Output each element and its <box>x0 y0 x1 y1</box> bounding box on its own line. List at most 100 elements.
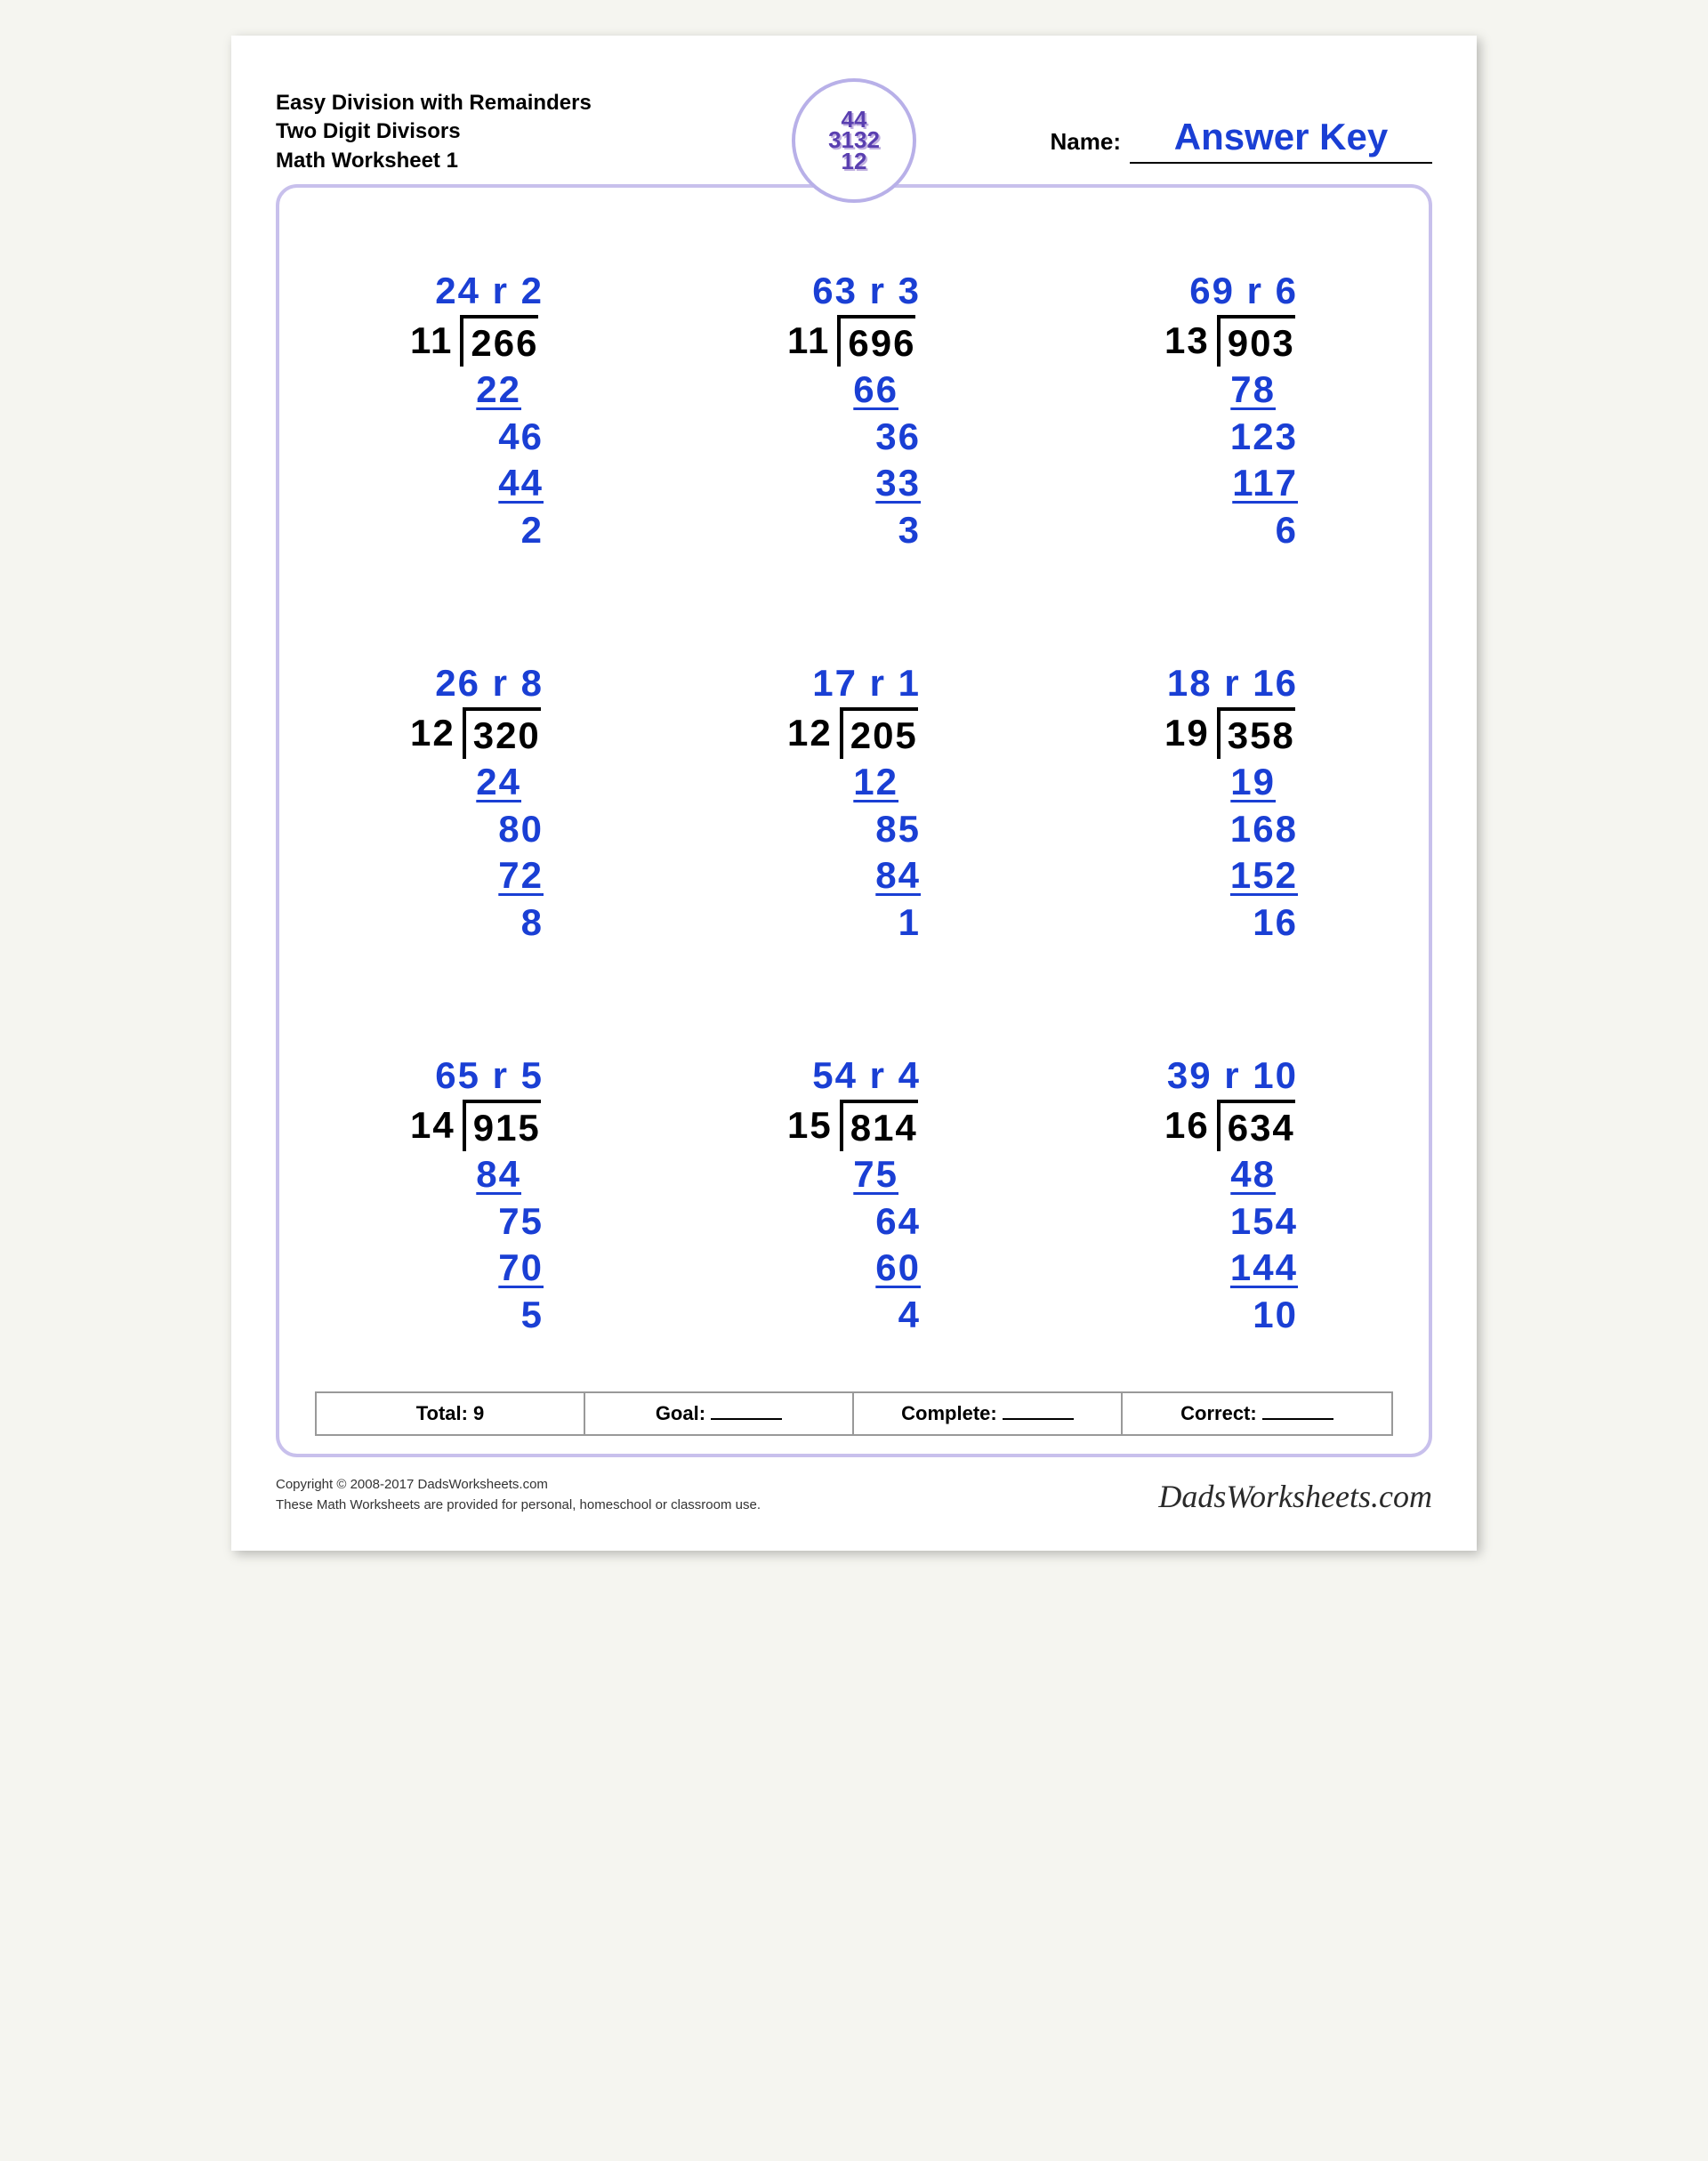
work-row: 8 <box>410 899 544 947</box>
work-row: 78 <box>1164 367 1298 414</box>
division-problem: 24 r 2112662246442 <box>410 268 544 553</box>
work-row: 2 <box>410 507 544 554</box>
footer: Copyright © 2008-2017 DadsWorksheets.com… <box>276 1475 1432 1515</box>
dividend-row: 12320 <box>410 707 544 760</box>
division-problem: 39 r 10166344815414410 <box>1164 1052 1298 1338</box>
dividend-row: 16634 <box>1164 1100 1298 1152</box>
quotient-row: 65 r 5 <box>410 1052 544 1100</box>
work-row: 84 <box>787 852 921 899</box>
header-title-block: Easy Division with Remainders Two Digit … <box>276 89 592 175</box>
dividend: 266 <box>460 315 538 367</box>
work-row: 48 <box>1164 1151 1298 1198</box>
divisor: 12 <box>410 710 463 757</box>
work-row: 154 <box>1164 1198 1298 1246</box>
work-row: 144 <box>1164 1245 1298 1292</box>
division-problem: 65 r 5149158475705 <box>410 1052 544 1338</box>
divisor: 14 <box>410 1102 463 1149</box>
work-row: 75 <box>787 1151 921 1198</box>
quotient-row: 26 r 8 <box>410 660 544 707</box>
dividend-row: 14915 <box>410 1100 544 1152</box>
divisor: 11 <box>787 318 837 365</box>
work-row: 64 <box>787 1198 921 1246</box>
work-row: 152 <box>1164 852 1298 899</box>
dividend: 696 <box>837 315 915 367</box>
goal-blank <box>711 1418 782 1420</box>
divisor: 15 <box>787 1102 840 1149</box>
footer-left: Copyright © 2008-2017 DadsWorksheets.com… <box>276 1475 761 1515</box>
work-row: 46 <box>410 414 544 461</box>
divisor: 16 <box>1164 1102 1217 1149</box>
title-line-2: Two Digit Divisors <box>276 117 592 146</box>
divisor: 13 <box>1164 318 1217 365</box>
dividend: 903 <box>1217 315 1295 367</box>
divisor: 12 <box>787 710 840 757</box>
work-row: 75 <box>410 1198 544 1246</box>
quotient-row: 39 r 10 <box>1164 1052 1298 1100</box>
work-row: 70 <box>410 1245 544 1292</box>
work-row: 66 <box>787 367 921 414</box>
work-row: 4 <box>787 1292 921 1339</box>
summary-correct: Correct: <box>1123 1393 1391 1434</box>
dividend: 205 <box>840 707 918 760</box>
footer-note: These Math Worksheets are provided for p… <box>276 1496 761 1516</box>
work-row: 16 <box>1164 899 1298 947</box>
work-row: 24 <box>410 759 544 806</box>
title-line-1: Easy Division with Remainders <box>276 89 592 117</box>
quotient-row: 18 r 16 <box>1164 660 1298 707</box>
quotient-row: 24 r 2 <box>410 268 544 315</box>
division-problem: 54 r 4158147564604 <box>787 1052 921 1338</box>
complete-blank <box>1003 1418 1074 1420</box>
work-row: 80 <box>410 806 544 853</box>
division-problem: 69 r 613903781231176 <box>1164 268 1298 553</box>
summary-row: Total: 9 Goal: Complete: Correct: <box>315 1391 1393 1436</box>
quotient-row: 17 r 1 <box>787 660 921 707</box>
name-line: Answer Key <box>1130 116 1432 164</box>
division-problem: 18 r 16193581916815216 <box>1164 660 1298 946</box>
summary-total: Total: 9 <box>317 1393 585 1434</box>
work-row: 1 <box>787 899 921 947</box>
work-row: 72 <box>410 852 544 899</box>
dividend: 634 <box>1217 1100 1295 1152</box>
logo-container: 44313212 <box>792 78 916 203</box>
work-row: 85 <box>787 806 921 853</box>
work-row: 117 <box>1164 460 1298 507</box>
summary-complete: Complete: <box>854 1393 1123 1434</box>
work-row: 36 <box>787 414 921 461</box>
work-row: 22 <box>410 367 544 414</box>
dividend: 358 <box>1217 707 1295 760</box>
dividend-row: 11696 <box>787 315 921 367</box>
logo-icon: 44313212 <box>792 78 916 203</box>
division-problem: 63 r 3116966636333 <box>787 268 921 553</box>
work-row: 5 <box>410 1292 544 1339</box>
work-row: 12 <box>787 759 921 806</box>
dividend-row: 15814 <box>787 1100 921 1152</box>
work-row: 123 <box>1164 414 1298 461</box>
work-row: 19 <box>1164 759 1298 806</box>
work-row: 3 <box>787 507 921 554</box>
brand-text: DadsWorksheets.com <box>1158 1478 1432 1515</box>
work-row: 44 <box>410 460 544 507</box>
summary-goal: Goal: <box>585 1393 854 1434</box>
dividend: 320 <box>463 707 541 760</box>
quotient-row: 54 r 4 <box>787 1052 921 1100</box>
work-row: 33 <box>787 460 921 507</box>
dividend-row: 12205 <box>787 707 921 760</box>
work-row: 60 <box>787 1245 921 1292</box>
worksheet-page: 44313212 Easy Division with Remainders T… <box>231 36 1477 1551</box>
divisor: 11 <box>410 318 460 365</box>
title-line-3: Math Worksheet 1 <box>276 147 592 175</box>
work-row: 10 <box>1164 1292 1298 1339</box>
name-label: Name: <box>1051 128 1121 156</box>
content-frame: 24 r 211266224644263 r 311696663633369 r… <box>276 184 1432 1457</box>
division-problem: 26 r 8123202480728 <box>410 660 544 946</box>
problems-grid: 24 r 211266224644263 r 311696663633369 r… <box>315 268 1393 1338</box>
copyright-text: Copyright © 2008-2017 DadsWorksheets.com <box>276 1475 761 1496</box>
dividend: 814 <box>840 1100 918 1152</box>
work-row: 84 <box>410 1151 544 1198</box>
work-row: 168 <box>1164 806 1298 853</box>
answer-key-text: Answer Key <box>1174 116 1388 157</box>
name-field-group: Name: Answer Key <box>1051 116 1432 164</box>
dividend-row: 11266 <box>410 315 544 367</box>
divisor: 19 <box>1164 710 1217 757</box>
dividend: 915 <box>463 1100 541 1152</box>
